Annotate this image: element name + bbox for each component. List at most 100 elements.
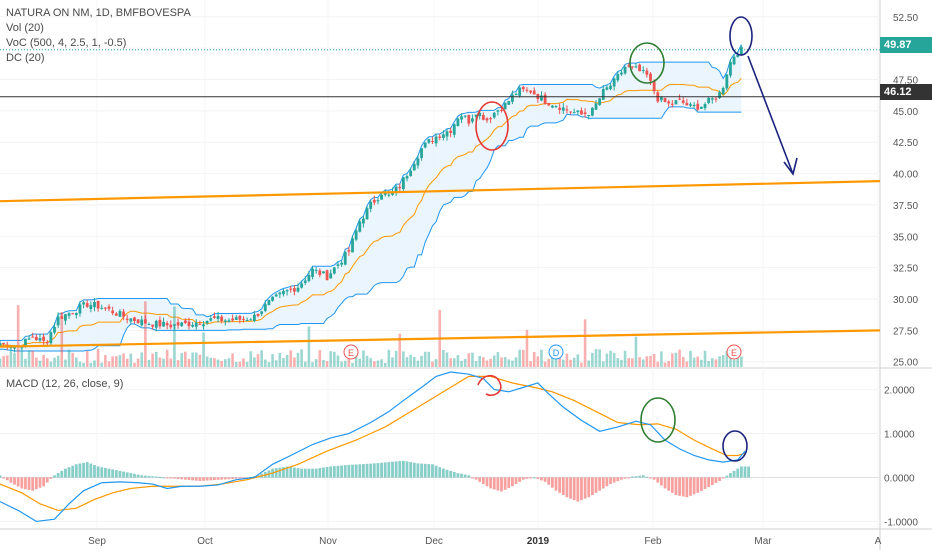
volume-bar bbox=[376, 360, 380, 367]
candle-body bbox=[583, 112, 587, 114]
volume-bar bbox=[133, 362, 136, 367]
volume-bar bbox=[674, 352, 678, 367]
macd-histogram-bar bbox=[521, 477, 525, 480]
volume-bar bbox=[649, 355, 652, 367]
volume-bar bbox=[710, 358, 714, 367]
volume-bar bbox=[551, 355, 554, 367]
macd-histogram-bar bbox=[173, 477, 176, 479]
macd-histogram-bar bbox=[278, 467, 282, 478]
volume-bar bbox=[671, 353, 674, 367]
volume-bar bbox=[456, 355, 460, 367]
candle-body bbox=[60, 316, 64, 319]
macd-histogram-bar bbox=[231, 477, 234, 480]
projection-arrow bbox=[747, 55, 794, 175]
candle-body bbox=[456, 118, 460, 127]
candle-body bbox=[205, 320, 209, 324]
candle-body bbox=[67, 313, 71, 316]
candle-body bbox=[409, 170, 413, 176]
candle-body bbox=[220, 316, 224, 322]
candle-body bbox=[507, 101, 511, 105]
volume-bar bbox=[380, 359, 383, 367]
volume-bar bbox=[144, 301, 147, 367]
macd-histogram-bar bbox=[460, 473, 463, 478]
channel-fill bbox=[0, 44, 742, 351]
candle-body bbox=[547, 103, 551, 106]
volume-bar bbox=[500, 357, 503, 367]
macd-histogram-bar bbox=[696, 477, 700, 493]
macd-histogram-bar bbox=[627, 477, 631, 479]
volume-bar bbox=[35, 357, 38, 367]
macd-histogram-bar bbox=[605, 477, 609, 487]
candle-body bbox=[82, 302, 85, 305]
volume-bar bbox=[78, 361, 82, 367]
candle-body bbox=[154, 320, 158, 328]
volume-bar bbox=[620, 359, 623, 367]
macd-histogram-bar bbox=[27, 477, 31, 490]
volume-bar bbox=[169, 358, 173, 367]
macd-histogram-bar bbox=[362, 464, 365, 478]
voc-indicator[interactable]: VoC (500, 4, 2.5, 1, -0.5) bbox=[6, 37, 127, 49]
macd-histogram-bar bbox=[93, 465, 96, 478]
macd-histogram-bar bbox=[140, 475, 144, 478]
volume-bar bbox=[525, 329, 529, 367]
candle-body bbox=[358, 221, 362, 232]
macd-histogram-bar bbox=[227, 477, 231, 480]
volume-bar bbox=[227, 358, 231, 367]
macd-histogram-bar bbox=[394, 461, 398, 478]
macd-histogram-bar bbox=[143, 475, 147, 478]
macd-histogram-bar bbox=[38, 477, 42, 488]
volume-bar bbox=[529, 361, 532, 367]
candle-body bbox=[376, 200, 380, 202]
candle-body bbox=[256, 313, 260, 316]
volume-bar bbox=[442, 349, 445, 367]
candle-body bbox=[187, 321, 191, 327]
volume-bar bbox=[478, 355, 482, 367]
candle-body bbox=[638, 64, 642, 72]
volume-bar bbox=[580, 362, 583, 367]
volume-bar bbox=[67, 349, 71, 367]
volume-bar bbox=[707, 361, 710, 367]
candle-body bbox=[183, 320, 187, 323]
macd-histogram-bar bbox=[714, 477, 718, 484]
macd-histogram-bar bbox=[685, 477, 689, 498]
candle-body bbox=[641, 69, 645, 71]
volume-bar bbox=[449, 358, 452, 367]
symbol-title: NATURA ON NM, 1D, BMFBOVESPA bbox=[6, 7, 191, 19]
macd-histogram-bar bbox=[423, 463, 427, 478]
candle-body bbox=[24, 338, 27, 347]
candle-body bbox=[434, 136, 438, 144]
candle-body bbox=[423, 142, 427, 148]
volume-indicator[interactable]: Vol (20) bbox=[6, 22, 44, 34]
candle-body bbox=[49, 332, 53, 344]
macd-histogram-bar bbox=[31, 477, 35, 491]
volume-bar bbox=[162, 358, 165, 367]
macd-histogram-bar bbox=[503, 477, 507, 490]
volume-bar bbox=[362, 350, 365, 367]
macd-histogram-bar bbox=[223, 477, 227, 480]
blue-macd-annotation bbox=[722, 430, 748, 462]
candle-body bbox=[412, 164, 416, 171]
macd-histogram-bar bbox=[53, 475, 56, 478]
candle-body bbox=[703, 103, 707, 109]
dc-indicator[interactable]: DC (20) bbox=[6, 52, 45, 64]
volume-bar bbox=[402, 351, 405, 367]
macd-histogram-bar bbox=[710, 477, 714, 486]
candle-body bbox=[667, 101, 671, 104]
volume-bar bbox=[536, 356, 540, 367]
macd-histogram-bar bbox=[572, 477, 576, 501]
volume-bar bbox=[289, 350, 293, 367]
macd-histogram-bar bbox=[456, 473, 460, 478]
macd-histogram-bar bbox=[518, 477, 522, 482]
event-marker bbox=[548, 344, 564, 360]
candle-body bbox=[590, 107, 594, 116]
macd-histogram-bar bbox=[292, 467, 296, 478]
volume-bar bbox=[700, 359, 703, 367]
volume-bar bbox=[740, 356, 743, 367]
volume-bar bbox=[721, 354, 725, 367]
macd-histogram-bar bbox=[449, 470, 453, 478]
macd-histogram-bar bbox=[583, 477, 587, 499]
volume-bar bbox=[89, 362, 93, 367]
volume-bar bbox=[561, 359, 565, 367]
macd-title[interactable]: MACD (12, 26, close, 9) bbox=[6, 378, 124, 390]
